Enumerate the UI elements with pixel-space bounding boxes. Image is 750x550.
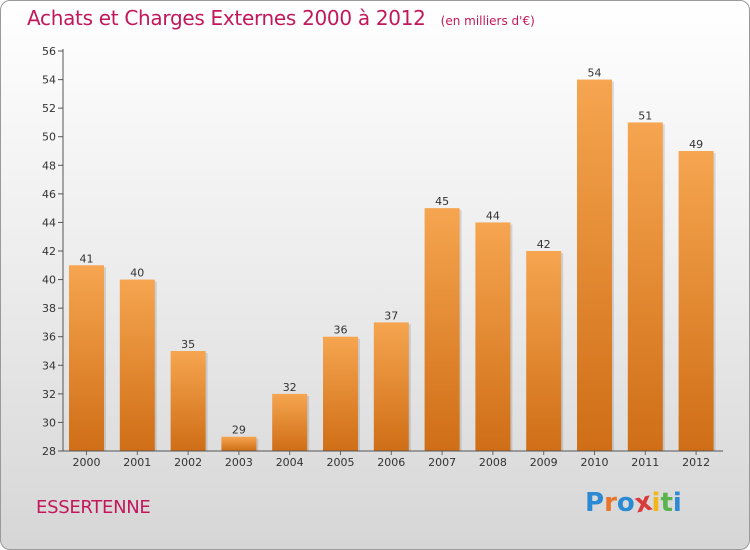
y-tick-label-36: 36	[42, 331, 56, 344]
data-label-2001: 40	[130, 267, 144, 280]
x-tick-label-2005: 2005	[327, 456, 355, 469]
x-tick-label-2000: 2000	[73, 456, 101, 469]
bar-2004	[272, 393, 308, 451]
logo-letter: o	[616, 488, 635, 518]
data-label-2012: 49	[689, 138, 703, 151]
y-tick-label-34: 34	[42, 359, 56, 372]
bar-2000	[69, 265, 104, 451]
x-tick-label-2001: 2001	[123, 456, 151, 469]
data-label-2007: 45	[435, 195, 449, 208]
data-label-2011: 51	[638, 109, 652, 122]
chart-title: Achats et Charges Externes 2000 à 2012 (…	[27, 6, 535, 30]
data-label-2003: 29	[232, 424, 246, 437]
proxiti-logo: Proxiti	[585, 487, 682, 520]
bar-2010	[577, 79, 612, 452]
y-tick-label-32: 32	[42, 388, 56, 401]
data-label-2006: 37	[384, 309, 398, 322]
bar-2003	[221, 436, 257, 451]
x-tick-label-2009: 2009	[530, 456, 558, 469]
data-label-2000: 41	[80, 252, 94, 265]
data-label-2004: 32	[283, 381, 297, 394]
chart-title-text: Achats et Charges Externes 2000 à 2012	[27, 6, 426, 30]
x-tick-label-2006: 2006	[377, 456, 405, 469]
bar-2011	[627, 122, 663, 451]
y-tick-label-30: 30	[42, 416, 56, 429]
bar-2002	[170, 351, 206, 451]
y-tick-label-28: 28	[42, 445, 56, 458]
data-label-2008: 44	[486, 209, 500, 222]
y-tick-label-48: 48	[42, 159, 56, 172]
bar-2012	[678, 151, 714, 451]
x-tick-label-2007: 2007	[428, 456, 456, 469]
data-label-2010: 54	[588, 67, 602, 80]
bar-2008	[475, 222, 511, 451]
bar-2006	[373, 322, 409, 451]
bar-2009	[526, 251, 562, 451]
bar-2005	[323, 336, 358, 451]
y-tick-label-42: 42	[42, 245, 56, 258]
y-tick-label-40: 40	[42, 274, 56, 287]
chart-unit-label: (en milliers d'€)	[440, 14, 535, 28]
x-tick-label-2011: 2011	[631, 456, 659, 469]
x-tick-label-2003: 2003	[225, 456, 253, 469]
logo-letter: r	[604, 488, 617, 518]
x-tick-label-2004: 2004	[276, 456, 304, 469]
bar-2001	[119, 279, 155, 451]
logo-letter: t	[660, 488, 673, 518]
y-tick-label-38: 38	[42, 302, 56, 315]
y-tick-label-46: 46	[42, 188, 56, 201]
bar-2007	[424, 208, 460, 451]
data-label-2009: 42	[537, 238, 551, 251]
y-tick-label-44: 44	[42, 216, 56, 229]
bars-layer: 41 40 35 29 32 36 37 45 44 42 54 51 49	[69, 67, 716, 452]
commune-name: ESSERTENNE	[36, 497, 151, 518]
y-tick-label-50: 50	[42, 131, 56, 144]
x-tick-label-2010: 2010	[581, 456, 609, 469]
x-tick-label-2002: 2002	[174, 456, 202, 469]
logo-letter: i	[651, 488, 661, 518]
y-tick-label-54: 54	[42, 74, 56, 87]
logo-letter: P	[585, 488, 605, 518]
logo-letter: i	[672, 488, 682, 518]
data-label-2005: 36	[334, 324, 348, 337]
y-tick-label-52: 52	[42, 102, 56, 115]
axes-layer: 2000 2001 2002 2003 2004 2005 2006 2007 2008 2009…	[42, 45, 723, 469]
x-tick-label-2008: 2008	[479, 456, 507, 469]
data-label-2002: 35	[181, 338, 195, 351]
y-tick-label-56: 56	[42, 45, 56, 58]
x-tick-label-2012: 2012	[682, 456, 710, 469]
